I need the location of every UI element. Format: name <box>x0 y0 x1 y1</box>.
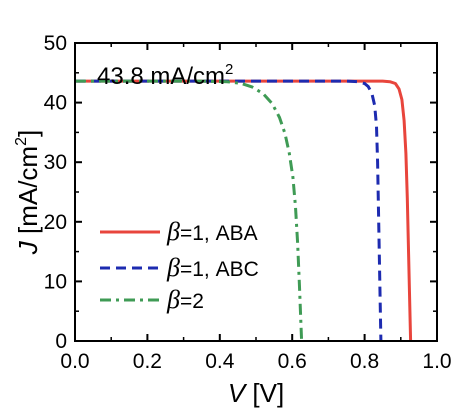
legend-greek-beta2: β <box>166 285 180 314</box>
legend-name-abc: =1, ABC <box>180 258 259 281</box>
legend-label-beta2: β=2 <box>166 285 204 314</box>
y-tick-label: 20 <box>44 211 67 234</box>
x-axis-label-unit: [V] <box>245 378 284 408</box>
x-tick-label: 0.6 <box>278 350 307 373</box>
y-axis-label: J [mA/cm2] <box>13 130 43 255</box>
legend-greek-abc: β <box>166 253 180 282</box>
x-axis-label-var: V <box>228 378 248 408</box>
legend-greek-aba: β <box>166 217 180 246</box>
series-layer <box>75 79 413 342</box>
x-tick-label: 0.4 <box>205 350 235 373</box>
ticks-layer: 0.0 0.2 0.4 0.6 0.8 1.0 0 10 20 30 40 50 <box>44 32 452 373</box>
y-axis-label-sup: 2 <box>13 137 30 146</box>
series-line-aba <box>75 79 413 342</box>
legend: β=1, ABA β=1, ABC β=2 <box>100 217 259 314</box>
jsc-annotation-sup: 2 <box>225 61 233 78</box>
x-axis-label: V [V] <box>228 378 284 408</box>
y-axis-label-var: J <box>13 240 43 255</box>
x-tick-label: 0.2 <box>133 350 162 373</box>
legend-label-abc: β=1, ABC <box>166 253 259 282</box>
x-tick-label: 0.8 <box>350 350 379 373</box>
series-line-abc <box>75 79 383 342</box>
x-tick-label: 1.0 <box>422 350 451 373</box>
series-line-beta2 <box>75 79 304 342</box>
y-axis-label-close: ] <box>13 130 43 137</box>
y-tick-label: 40 <box>44 92 67 115</box>
jsc-annotation-value: 43.8 mA/cm <box>97 63 225 90</box>
y-tick-label: 50 <box>44 32 67 55</box>
y-tick-label: 0 <box>55 330 67 353</box>
y-axis-label-unit: [mA/cm <box>13 146 43 241</box>
x-tick-label: 0.0 <box>60 350 89 373</box>
legend-name-beta2: =2 <box>180 290 204 313</box>
legend-label-aba: β=1, ABA <box>166 217 258 246</box>
legend-name-aba: =1, ABA <box>180 222 258 245</box>
y-tick-label: 30 <box>44 151 67 174</box>
y-tick-label: 10 <box>44 270 67 293</box>
jsc-annotation: 43.8 mA/cm2 <box>97 61 233 90</box>
